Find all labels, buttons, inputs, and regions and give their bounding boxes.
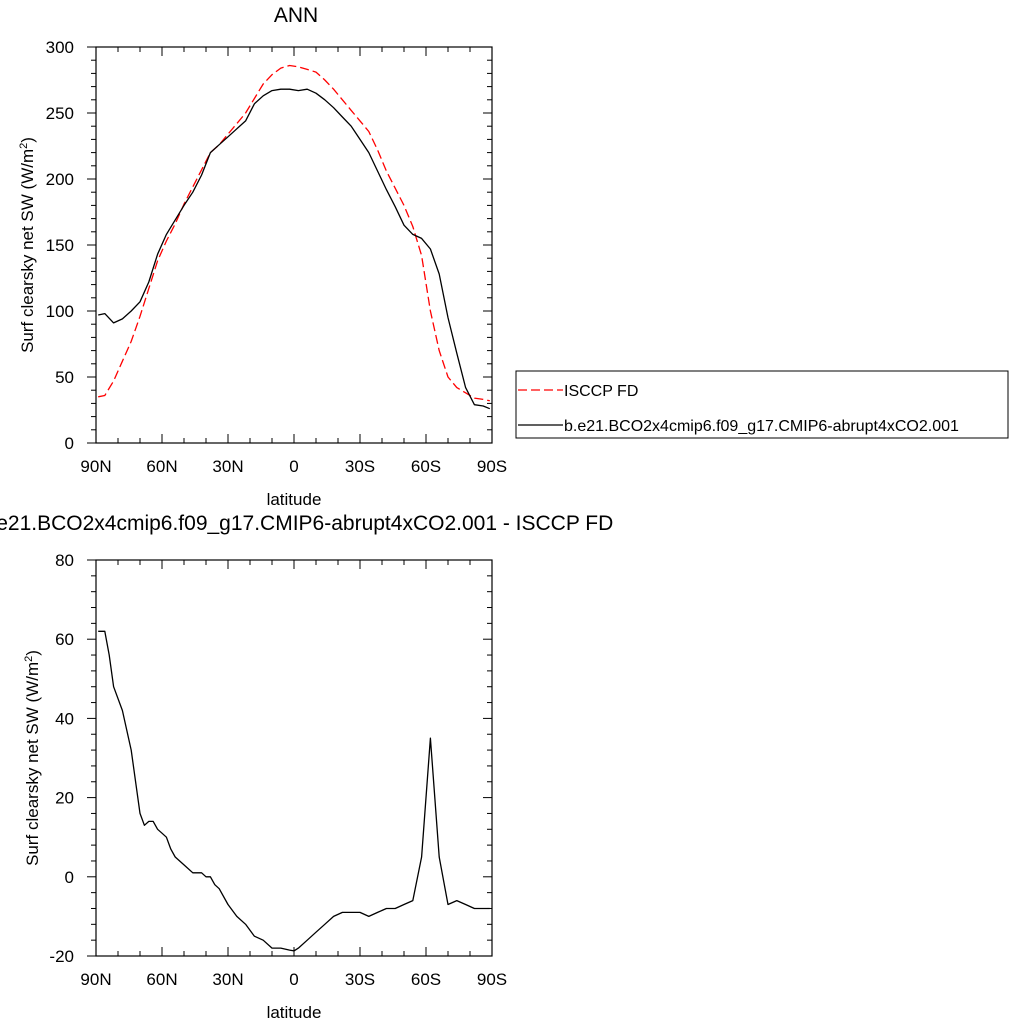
bottom-x-tick-label: 60S xyxy=(411,970,441,989)
top-x-tick-label: 30N xyxy=(212,457,243,476)
legend-box xyxy=(515,370,1009,439)
bottom-y-tick-label: 80 xyxy=(55,551,74,570)
top-x-axis-label: latitude xyxy=(267,490,322,509)
bottom-y-tick-label: 60 xyxy=(55,630,74,649)
bottom-grid-ticks: 90N 60N 30N 0 30S 60S 90S -20 0 20 40 60 80 xyxy=(49,551,507,989)
bottom-x-tick-label: 90N xyxy=(80,970,111,989)
top-x-tick-label: 30S xyxy=(345,457,375,476)
top-y-tick-label: 300 xyxy=(46,38,74,57)
bottom-x-tick-label: 30S xyxy=(345,970,375,989)
top-x-tick-label: 90N xyxy=(80,457,111,476)
legend-label-isccp: ISCCP FD xyxy=(564,383,638,400)
bottom-x-tick-label: 90S xyxy=(477,970,507,989)
top-series-lines xyxy=(98,64,491,410)
bottom-y-tick-label: 40 xyxy=(55,709,74,728)
top-y-tick-label: 150 xyxy=(46,236,74,255)
bottom-x-tick-label: 60N xyxy=(146,970,177,989)
top-y-tick-label: 100 xyxy=(46,302,74,321)
top-x-tick-label: 0 xyxy=(289,457,298,476)
bottom-plot-frame xyxy=(95,559,493,957)
top-panel: ANN 90N 60N 30N 0 30S 60S 90S 0 50 100 150 200 250 30… xyxy=(18,4,507,509)
bottom-y-tick-label: 0 xyxy=(65,868,74,887)
top-y-tick-label: 200 xyxy=(46,170,74,189)
bottom-chart-title: b.e21.BCO2x4cmip6.f09_g17.CMIP6-abrupt4x… xyxy=(0,512,613,535)
bottom-x-tick-label: 30N xyxy=(212,970,243,989)
top-x-tick-label: 90S xyxy=(477,457,507,476)
bottom-y-axis-label: Surf clearsky net SW (W/m2) xyxy=(23,650,42,866)
top-x-tick-label: 60N xyxy=(146,457,177,476)
bottom-series-line-0 xyxy=(98,630,490,952)
top-series-line-0 xyxy=(98,64,490,402)
top-plot-frame xyxy=(95,46,493,444)
top-y-tick-label: 250 xyxy=(46,104,74,123)
bottom-y-tick-label: -20 xyxy=(49,947,74,966)
bottom-y-tick-label: 20 xyxy=(55,789,74,808)
legend: ISCCP FD b.e21.BCO2x4cmip6.f09_g17.CMIP6… xyxy=(515,370,1009,439)
top-chart-title: ANN xyxy=(274,4,318,27)
bottom-panel: b.e21.BCO2x4cmip6.f09_g17.CMIP6-abrupt4x… xyxy=(0,512,613,1022)
top-y-axis-label: Surf clearsky net SW (W/m2) xyxy=(18,137,37,353)
legend-label-model: b.e21.BCO2x4cmip6.f09_g17.CMIP6-abrupt4x… xyxy=(564,418,959,435)
top-series-line-1 xyxy=(98,88,491,410)
bottom-series-lines xyxy=(98,630,490,952)
bottom-x-tick-label: 0 xyxy=(289,970,298,989)
top-x-tick-label: 60S xyxy=(411,457,441,476)
top-y-tick-label: 0 xyxy=(65,434,74,453)
top-grid-ticks: 90N 60N 30N 0 30S 60S 90S 0 50 100 150 200 250 300 xyxy=(46,38,508,476)
bottom-x-axis-label: latitude xyxy=(267,1003,322,1022)
top-y-tick-label: 50 xyxy=(55,368,74,387)
